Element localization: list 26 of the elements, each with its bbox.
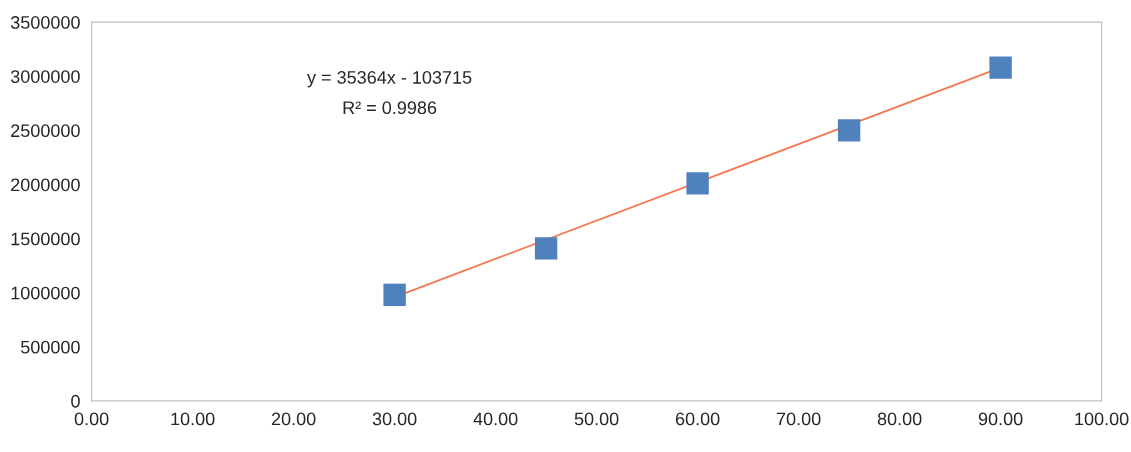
point bbox=[837, 119, 861, 142]
annotation: y = 35364x - 103715 bbox=[307, 71, 472, 88]
x-tick-label: 50.00 bbox=[574, 412, 619, 426]
x-tick-label: 20.00 bbox=[271, 412, 316, 426]
y-tick-label: 3500000 bbox=[10, 16, 80, 29]
x-tick-label: 0.00 bbox=[74, 412, 109, 426]
annotation: R² = 0.9986 bbox=[343, 101, 437, 115]
point bbox=[534, 237, 558, 260]
x-tick-label: 30.00 bbox=[372, 412, 417, 426]
x-tick-label: 80.00 bbox=[877, 412, 922, 426]
y-tick-label: 500000 bbox=[20, 340, 80, 354]
y-tick-label: 0 bbox=[71, 394, 80, 408]
x-tick-label: 70.00 bbox=[776, 412, 821, 426]
y-tick-label: 1500000 bbox=[11, 232, 80, 246]
y-tick-label: 1000000 bbox=[11, 286, 80, 300]
x-tick-label: 40.00 bbox=[473, 412, 518, 426]
x-tick-label: 60.00 bbox=[675, 412, 720, 426]
x-tick-label: 10.00 bbox=[171, 412, 215, 426]
point bbox=[383, 283, 406, 307]
point bbox=[686, 172, 709, 195]
y-tick-label: 2000000 bbox=[11, 178, 80, 192]
y-tick-label: 2500000 bbox=[11, 124, 80, 138]
x-tick-label: 90.00 bbox=[978, 412, 1023, 426]
y-tick-label: 3000000 bbox=[10, 70, 80, 83]
x-tick-label: 100.00 bbox=[1075, 412, 1129, 426]
point bbox=[989, 56, 1012, 79]
